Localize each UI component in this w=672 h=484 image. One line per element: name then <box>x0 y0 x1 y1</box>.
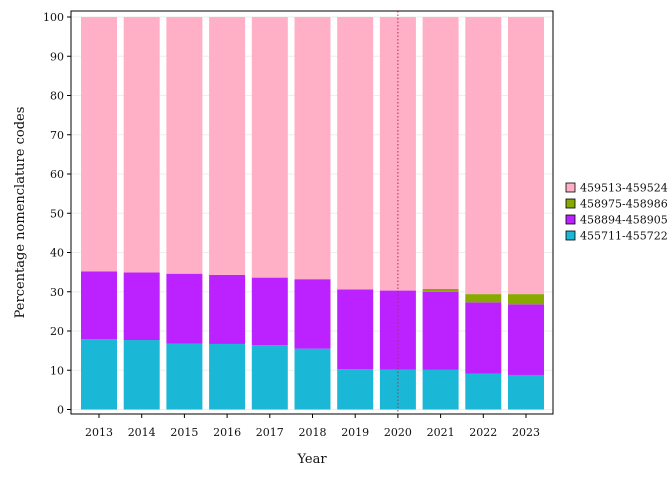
x-tick-label: 2013 <box>85 426 113 439</box>
y-tick-label: 20 <box>50 325 64 338</box>
bar-segment <box>81 339 117 410</box>
y-tick-label: 80 <box>50 90 64 103</box>
legend-label: 459513-459524 <box>580 182 668 195</box>
x-tick-label: 2014 <box>128 426 156 439</box>
bar-segment <box>337 17 374 290</box>
x-tick-label: 2023 <box>512 426 540 439</box>
y-tick-label: 90 <box>50 50 64 63</box>
bar-segment <box>251 345 288 410</box>
bar-segment <box>465 373 502 410</box>
bar-segment <box>294 348 331 410</box>
y-tick-label: 30 <box>50 286 64 299</box>
bar-segment <box>251 277 288 346</box>
bar-segment <box>422 289 459 292</box>
legend-swatch <box>565 230 576 241</box>
bar-segment <box>508 304 544 375</box>
bar-segment <box>508 294 544 305</box>
y-tick-label: 40 <box>50 247 64 260</box>
x-tick-label: 2017 <box>256 426 284 439</box>
bar-segment <box>166 343 203 410</box>
bar-segment <box>123 272 160 341</box>
legend-label: 455711-455722 <box>580 230 668 243</box>
bar-segment <box>422 17 459 290</box>
y-tick-label: 0 <box>57 404 64 417</box>
legend: 459513-459524 458975-458986 458894-458905 4… <box>565 182 668 243</box>
bar-segment <box>251 17 288 278</box>
y-axis-title: Percentage nomenclature codes <box>13 107 28 319</box>
bar-segment <box>379 17 416 291</box>
x-tick-label: 2020 <box>384 426 412 439</box>
bar-segment <box>123 17 160 273</box>
legend-label: 458894-458905 <box>580 214 668 227</box>
bar-segment <box>209 343 246 410</box>
bar-segment <box>508 374 544 410</box>
legend-label: 458975-458986 <box>580 198 668 211</box>
x-tick-label: 2016 <box>213 426 241 439</box>
bar-segment <box>465 17 502 295</box>
x-tick-label: 2021 <box>427 426 455 439</box>
bar-segment <box>166 273 203 344</box>
axes-group: 0 10 20 30 40 50 60 70 80 90 100 2013 2014 2015 2016 20… <box>43 10 554 439</box>
x-axis-title: Year <box>296 452 327 467</box>
bar-segment <box>209 274 246 344</box>
bar-segment <box>337 289 374 370</box>
bar-segment <box>422 369 459 410</box>
y-tick-label: 50 <box>50 207 64 220</box>
y-tick-label: 10 <box>50 364 64 377</box>
legend-swatch <box>565 182 576 193</box>
y-tick-label: 100 <box>43 11 64 24</box>
y-tick-label: 60 <box>50 168 64 181</box>
bar-segment <box>123 340 160 410</box>
bar-segment <box>508 17 544 295</box>
y-tick-label: 70 <box>50 129 64 142</box>
x-tick-label: 2018 <box>299 426 327 439</box>
x-tick-label: 2015 <box>170 426 198 439</box>
bar-segment <box>81 17 117 272</box>
bar-segment <box>422 291 459 370</box>
x-tick-label: 2022 <box>469 426 497 439</box>
legend-swatch <box>565 214 576 225</box>
bar-segment <box>465 302 502 374</box>
bar-segment <box>465 294 502 303</box>
bar-segment <box>294 279 331 349</box>
bar-segment <box>166 17 203 274</box>
bar-segment <box>81 271 117 340</box>
bar-segment <box>337 369 374 410</box>
bar-segment <box>294 17 331 280</box>
bar-segment <box>209 17 246 275</box>
legend-swatch <box>565 198 576 209</box>
x-tick-label: 2019 <box>341 426 369 439</box>
bars-group <box>81 11 544 414</box>
